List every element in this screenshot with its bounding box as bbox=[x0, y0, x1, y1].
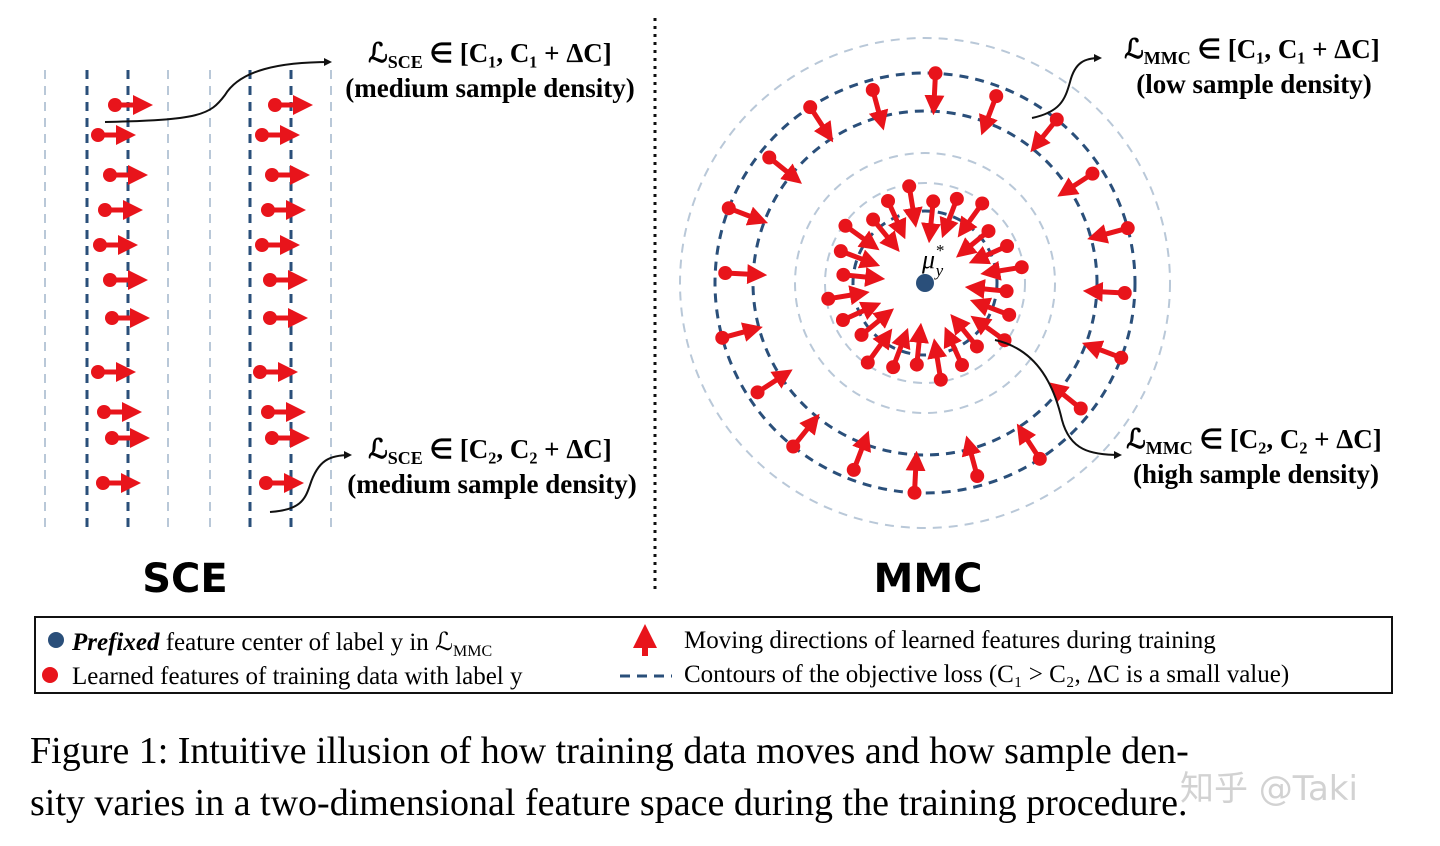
learned-feature bbox=[105, 431, 119, 445]
learned-feature bbox=[1000, 239, 1015, 254]
annotation-arrow bbox=[269, 451, 352, 513]
learned-feature bbox=[833, 244, 848, 259]
learned-feature bbox=[907, 485, 922, 500]
annotation-density: (medium sample density) bbox=[347, 469, 637, 499]
learned-feature bbox=[253, 365, 267, 379]
legend-label: Prefixed feature center of label y in ℒM… bbox=[71, 629, 492, 660]
learned-feature bbox=[786, 439, 801, 454]
learned-feature bbox=[105, 311, 119, 325]
annotation-formula: ℒSCE ∈ [C₂, C₂ + ΔC] bbox=[368, 434, 611, 468]
learned-feature bbox=[803, 100, 818, 115]
learned-feature bbox=[949, 191, 964, 206]
learned-feature bbox=[1120, 221, 1135, 236]
legend-box bbox=[34, 616, 1393, 694]
legend-label: Learned features of training data with l… bbox=[72, 663, 523, 690]
learned-feature bbox=[970, 469, 985, 484]
learned-feature bbox=[108, 98, 122, 112]
learned-feature bbox=[835, 312, 850, 327]
feature-center bbox=[916, 274, 934, 292]
annotation-arrow bbox=[994, 339, 1122, 459]
learned-feature bbox=[255, 238, 269, 252]
annotation-arrow bbox=[1031, 54, 1102, 119]
center-label: μ* y bbox=[921, 241, 944, 280]
annotation-density: (medium sample density) bbox=[345, 73, 635, 103]
learned-feature bbox=[999, 284, 1014, 299]
watermark: 知乎 @Taki bbox=[1180, 769, 1358, 809]
learned-feature bbox=[836, 267, 851, 282]
learned-feature bbox=[989, 89, 1004, 104]
panel-title: MMC bbox=[874, 556, 983, 602]
learned-feature bbox=[263, 273, 277, 287]
learned-feature bbox=[718, 266, 733, 281]
caption-line: Figure 1: Intuitive illusion of how trai… bbox=[30, 730, 1189, 772]
legend-label: Contours of the objective loss (C₁ > C₂,… bbox=[684, 661, 1289, 688]
contour-circle bbox=[713, 71, 1137, 495]
learned-feature bbox=[91, 365, 105, 379]
learned-feature bbox=[265, 431, 279, 445]
learned-feature bbox=[261, 203, 275, 217]
annotation-arrow bbox=[104, 58, 332, 123]
contour-circle bbox=[851, 209, 999, 357]
caption-line: sity varies in a two-dimensional feature… bbox=[30, 782, 1188, 824]
learned-feature bbox=[721, 201, 736, 216]
learned-feature bbox=[103, 273, 117, 287]
learned-feature bbox=[96, 476, 110, 490]
contour-circle bbox=[794, 152, 1056, 414]
learned-feature bbox=[1014, 260, 1029, 275]
learned-feature bbox=[928, 66, 943, 81]
learned-feature bbox=[926, 194, 941, 209]
legend-center-marker bbox=[48, 632, 64, 648]
learned-feature bbox=[93, 238, 107, 252]
learned-feature bbox=[255, 128, 269, 142]
learned-feature bbox=[1049, 112, 1064, 127]
learned-feature bbox=[98, 203, 112, 217]
learned-feature bbox=[860, 355, 875, 370]
legend-feature-marker bbox=[42, 667, 58, 683]
learned-feature bbox=[881, 193, 896, 208]
learned-feature bbox=[821, 291, 836, 306]
learned-feature bbox=[263, 311, 277, 325]
annotation-formula: ℒSCE ∈ [C₁, C₁ + ΔC] bbox=[368, 38, 611, 72]
contour-circle bbox=[679, 37, 1171, 529]
learned-feature bbox=[969, 339, 984, 354]
learned-feature bbox=[933, 372, 948, 387]
learned-feature bbox=[265, 168, 279, 182]
feature-marks bbox=[44, 37, 1171, 530]
learned-feature bbox=[902, 179, 917, 194]
panel-title: SCE bbox=[142, 556, 228, 602]
contour-circle bbox=[824, 182, 1026, 384]
learned-feature bbox=[1002, 307, 1017, 322]
learned-feature bbox=[750, 385, 765, 400]
learned-feature bbox=[886, 360, 901, 375]
annotation-density: (high sample density) bbox=[1133, 459, 1379, 489]
learned-feature bbox=[91, 128, 105, 142]
learned-feature bbox=[762, 150, 777, 165]
annotation-density: (low sample density) bbox=[1136, 69, 1372, 99]
annotation-formula: ℒMMC ∈ [C₂, C₂ + ΔC] bbox=[1126, 424, 1381, 458]
learned-feature bbox=[261, 405, 275, 419]
learned-feature bbox=[1117, 285, 1132, 300]
learned-feature bbox=[846, 462, 861, 477]
learned-feature bbox=[259, 476, 273, 490]
legend-label: Moving directions of learned features du… bbox=[684, 627, 1216, 654]
learned-feature bbox=[909, 357, 924, 372]
learned-feature bbox=[268, 98, 282, 112]
learned-feature bbox=[981, 224, 996, 239]
learned-feature bbox=[838, 218, 853, 233]
learned-feature bbox=[954, 358, 969, 373]
learned-feature bbox=[103, 168, 117, 182]
learned-feature bbox=[1032, 451, 1047, 466]
learned-feature bbox=[975, 196, 990, 211]
learned-feature bbox=[97, 405, 111, 419]
learned-feature bbox=[854, 327, 869, 342]
learned-feature bbox=[1085, 166, 1100, 181]
learned-feature bbox=[1114, 350, 1129, 365]
learned-feature bbox=[865, 82, 880, 97]
annotation-formula: ℒMMC ∈ [C₁, C₁ + ΔC] bbox=[1124, 34, 1379, 68]
learned-feature bbox=[715, 330, 730, 345]
learned-feature bbox=[866, 212, 881, 227]
learned-feature bbox=[1073, 401, 1088, 416]
